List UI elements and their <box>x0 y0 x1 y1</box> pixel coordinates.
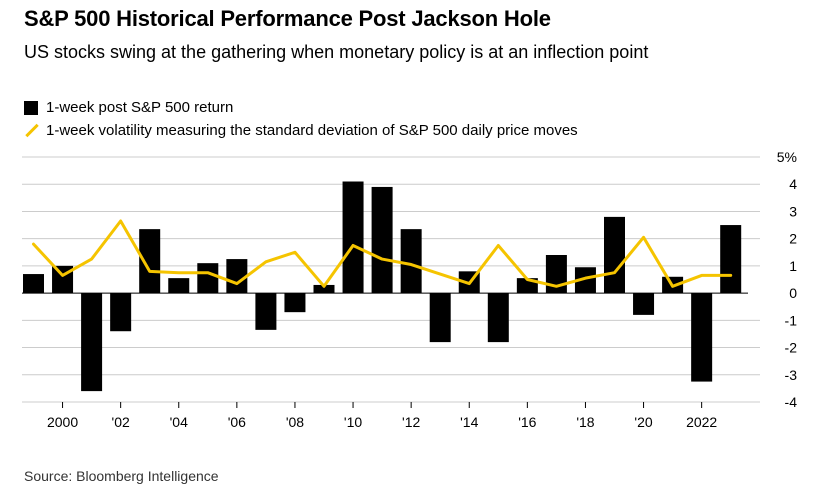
bar-2020 <box>633 293 655 315</box>
bar-2003 <box>139 229 161 294</box>
bar-2007 <box>255 293 277 330</box>
x-tick-label: '06 <box>228 414 246 430</box>
bar-2012 <box>400 229 422 294</box>
legend-item-return: 1-week post S&P 500 return <box>24 96 578 119</box>
bar-2005 <box>197 263 219 294</box>
x-tick-label: '04 <box>170 414 188 430</box>
source-note: Source: Bloomberg Intelligence <box>24 468 219 484</box>
bar-2008 <box>284 293 306 313</box>
x-tick-label: '16 <box>518 414 536 430</box>
legend-label-volatility: 1-week volatility measuring the standard… <box>46 122 578 139</box>
y-tick-label: -3 <box>785 367 798 383</box>
legend-line-swatch <box>25 123 39 138</box>
y-tick-label: 4 <box>789 176 797 192</box>
x-tick-label: '02 <box>112 414 130 430</box>
y-tick-label: -1 <box>785 312 798 328</box>
x-tick-label: '20 <box>634 414 652 430</box>
bar-2004 <box>168 278 190 294</box>
volatility-line-group <box>32 219 733 288</box>
bar-2010 <box>342 181 364 294</box>
legend: 1-week post S&P 500 return 1-week volati… <box>24 96 578 142</box>
y-tick-label: -4 <box>785 394 798 410</box>
y-tick-label: 1 <box>789 258 797 274</box>
bar-2001 <box>81 293 103 392</box>
x-tick-label: 2000 <box>47 414 78 430</box>
bar-2011 <box>371 186 393 294</box>
bar-2023 <box>720 225 742 294</box>
bar-2009 <box>313 284 335 294</box>
bar-2015 <box>487 293 509 343</box>
bars <box>23 181 742 392</box>
chart-plot: 5% 4 3 2 1 0 -1 -2 -3 -4 2000 '02 '04 '06 '08 '10 '12 '1… <box>22 149 797 430</box>
y-axis-labels: 5% 4 3 2 1 0 -1 -2 -3 -4 <box>777 149 797 410</box>
y-tick-label: 2 <box>789 231 797 247</box>
legend-bar-swatch <box>24 100 38 115</box>
volatility-line <box>32 219 733 288</box>
x-axis-ticks: 2000 '02 '04 '06 '08 '10 '12 '14 '16 '18 '20 2022 <box>47 402 717 430</box>
x-tick-label: 2022 <box>686 414 717 430</box>
y-tick-label: 5% <box>777 149 797 165</box>
x-tick-label: '14 <box>460 414 478 430</box>
x-tick-label: '10 <box>344 414 362 430</box>
chart-title: S&P 500 Historical Performance Post Jack… <box>24 6 551 31</box>
x-tick-label: '18 <box>576 414 594 430</box>
legend-item-volatility: 1-week volatility measuring the standard… <box>24 119 578 142</box>
y-tick-label: 3 <box>789 203 797 219</box>
bar-2019 <box>604 216 625 294</box>
bar-2018 <box>574 267 596 294</box>
bar-1999 <box>23 274 44 294</box>
x-tick-label: '12 <box>402 414 420 430</box>
chart-subtitle: US stocks swing at the gathering when mo… <box>24 42 649 62</box>
bar-2013 <box>429 293 451 343</box>
bar-2006 <box>226 259 248 294</box>
x-tick-label: '08 <box>286 414 304 430</box>
y-tick-label: 0 <box>789 285 797 301</box>
bar-2002 <box>110 293 132 332</box>
y-tick-label: -2 <box>785 340 798 356</box>
legend-label-return: 1-week post S&P 500 return <box>46 99 234 116</box>
bar-2022 <box>691 293 713 382</box>
